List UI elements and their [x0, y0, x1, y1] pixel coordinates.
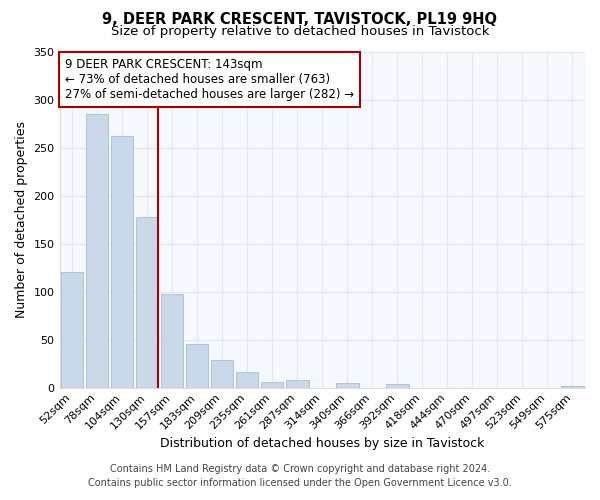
Bar — [136, 216, 158, 388]
Text: 9 DEER PARK CRESCENT: 143sqm
← 73% of detached houses are smaller (763)
27% of s: 9 DEER PARK CRESCENT: 143sqm ← 73% of de… — [65, 58, 354, 101]
Text: Size of property relative to detached houses in Tavistock: Size of property relative to detached ho… — [111, 25, 489, 38]
Bar — [386, 384, 409, 388]
Bar — [336, 383, 359, 388]
Y-axis label: Number of detached properties: Number of detached properties — [15, 121, 28, 318]
Bar — [561, 386, 584, 388]
Bar — [286, 380, 308, 388]
Text: Contains HM Land Registry data © Crown copyright and database right 2024.
Contai: Contains HM Land Registry data © Crown c… — [88, 464, 512, 487]
Bar — [186, 344, 208, 388]
Bar — [111, 136, 133, 388]
Bar — [86, 114, 109, 388]
X-axis label: Distribution of detached houses by size in Tavistock: Distribution of detached houses by size … — [160, 437, 484, 450]
Text: 9, DEER PARK CRESCENT, TAVISTOCK, PL19 9HQ: 9, DEER PARK CRESCENT, TAVISTOCK, PL19 9… — [103, 12, 497, 28]
Bar — [261, 382, 283, 388]
Bar — [236, 372, 259, 388]
Bar — [61, 272, 83, 388]
Bar — [211, 360, 233, 388]
Bar — [161, 294, 184, 388]
